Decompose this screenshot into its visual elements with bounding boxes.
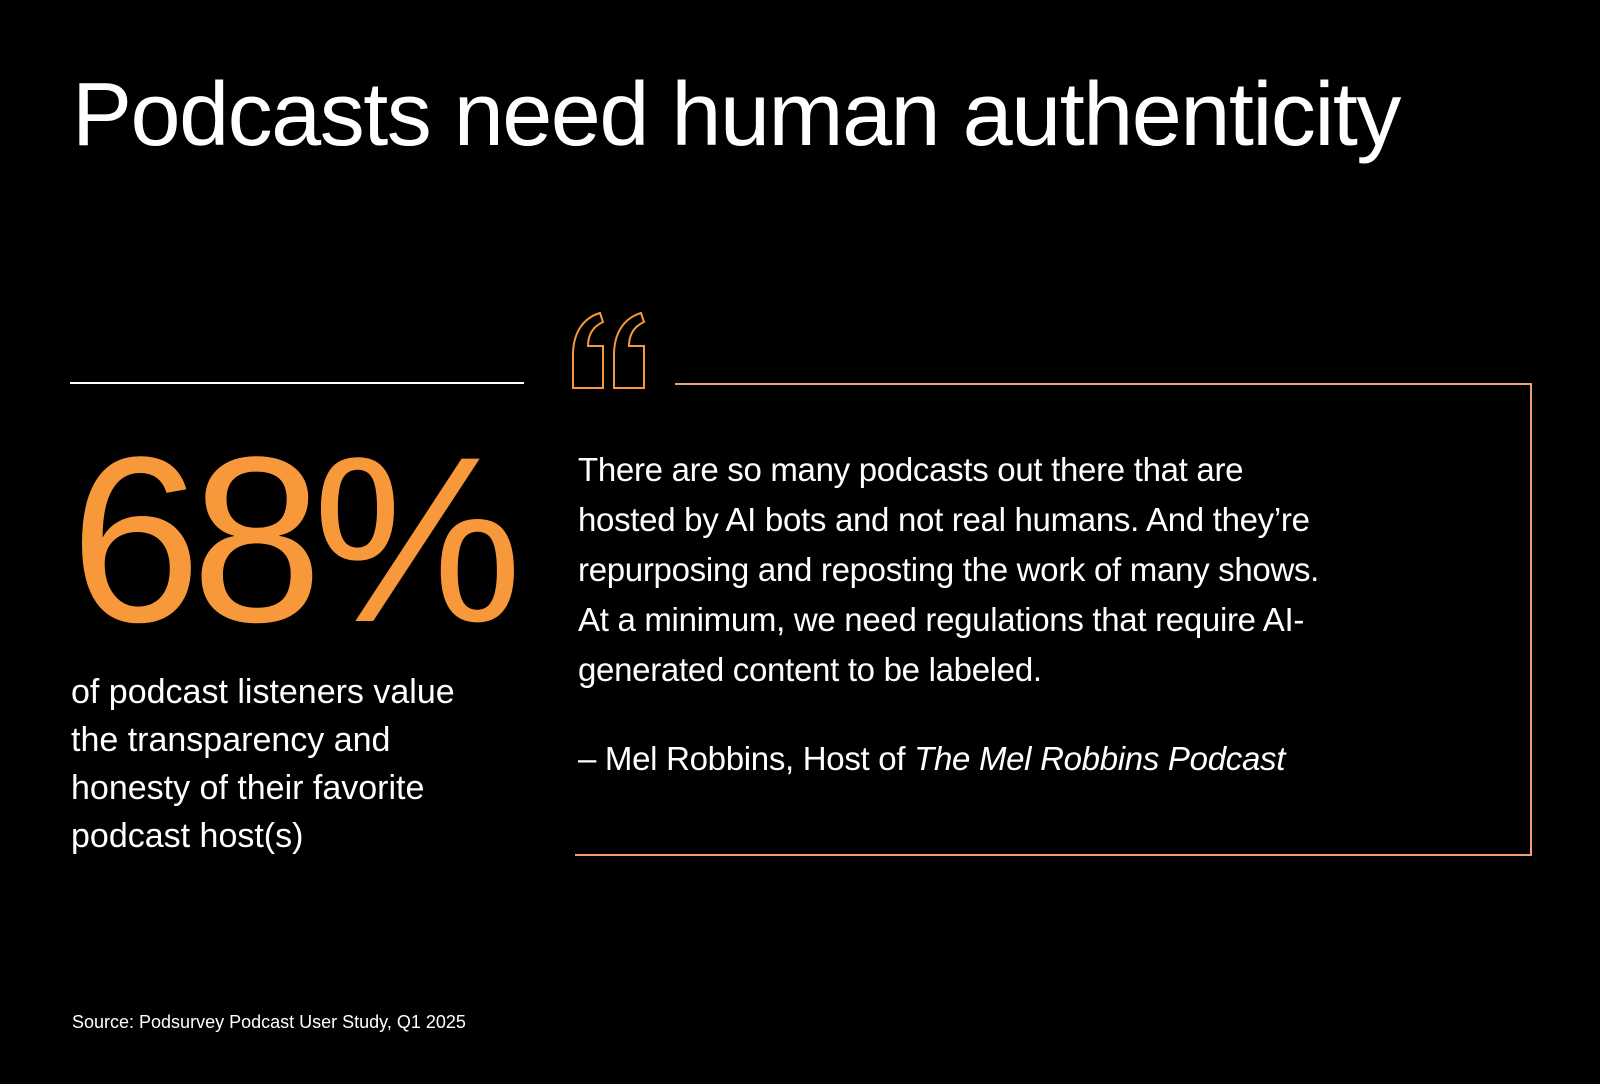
quote-line: generated content to be labeled.: [578, 651, 1042, 688]
stat-value: 68%: [70, 408, 522, 672]
description-line: podcast host(s): [71, 817, 304, 855]
attribution: – Mel Robbins, Host of: [578, 740, 906, 777]
quote-text: There are so many podcasts out there tha…: [578, 445, 1319, 695]
description-line: of podcast listeners value: [71, 673, 455, 711]
quote-line: hosted by AI bots and not real humans. A…: [578, 501, 1310, 538]
work-title: The Mel Robbins Podcast: [914, 740, 1286, 777]
title: Podcasts need human authenticity: [72, 65, 1401, 165]
quote-frame: [575, 383, 1532, 856]
stat-description: of podcast listeners value the transparen…: [71, 668, 455, 860]
description-line: the transparency and: [71, 721, 391, 759]
quote-line: There are so many podcasts out there tha…: [578, 451, 1244, 488]
description-line: honesty of their favorite: [71, 769, 425, 807]
quote-attribution: – Mel Robbins, Host of The Mel Robbins P…: [578, 734, 1285, 784]
quote-line: repurposing and reposting the work of ma…: [578, 551, 1320, 588]
quote-line: At a minimum, we need regulations that r…: [578, 601, 1305, 638]
source: Source: Podsurvey Podcast User Study, Q1…: [72, 1012, 466, 1032]
quote-mark: [572, 311, 646, 389]
